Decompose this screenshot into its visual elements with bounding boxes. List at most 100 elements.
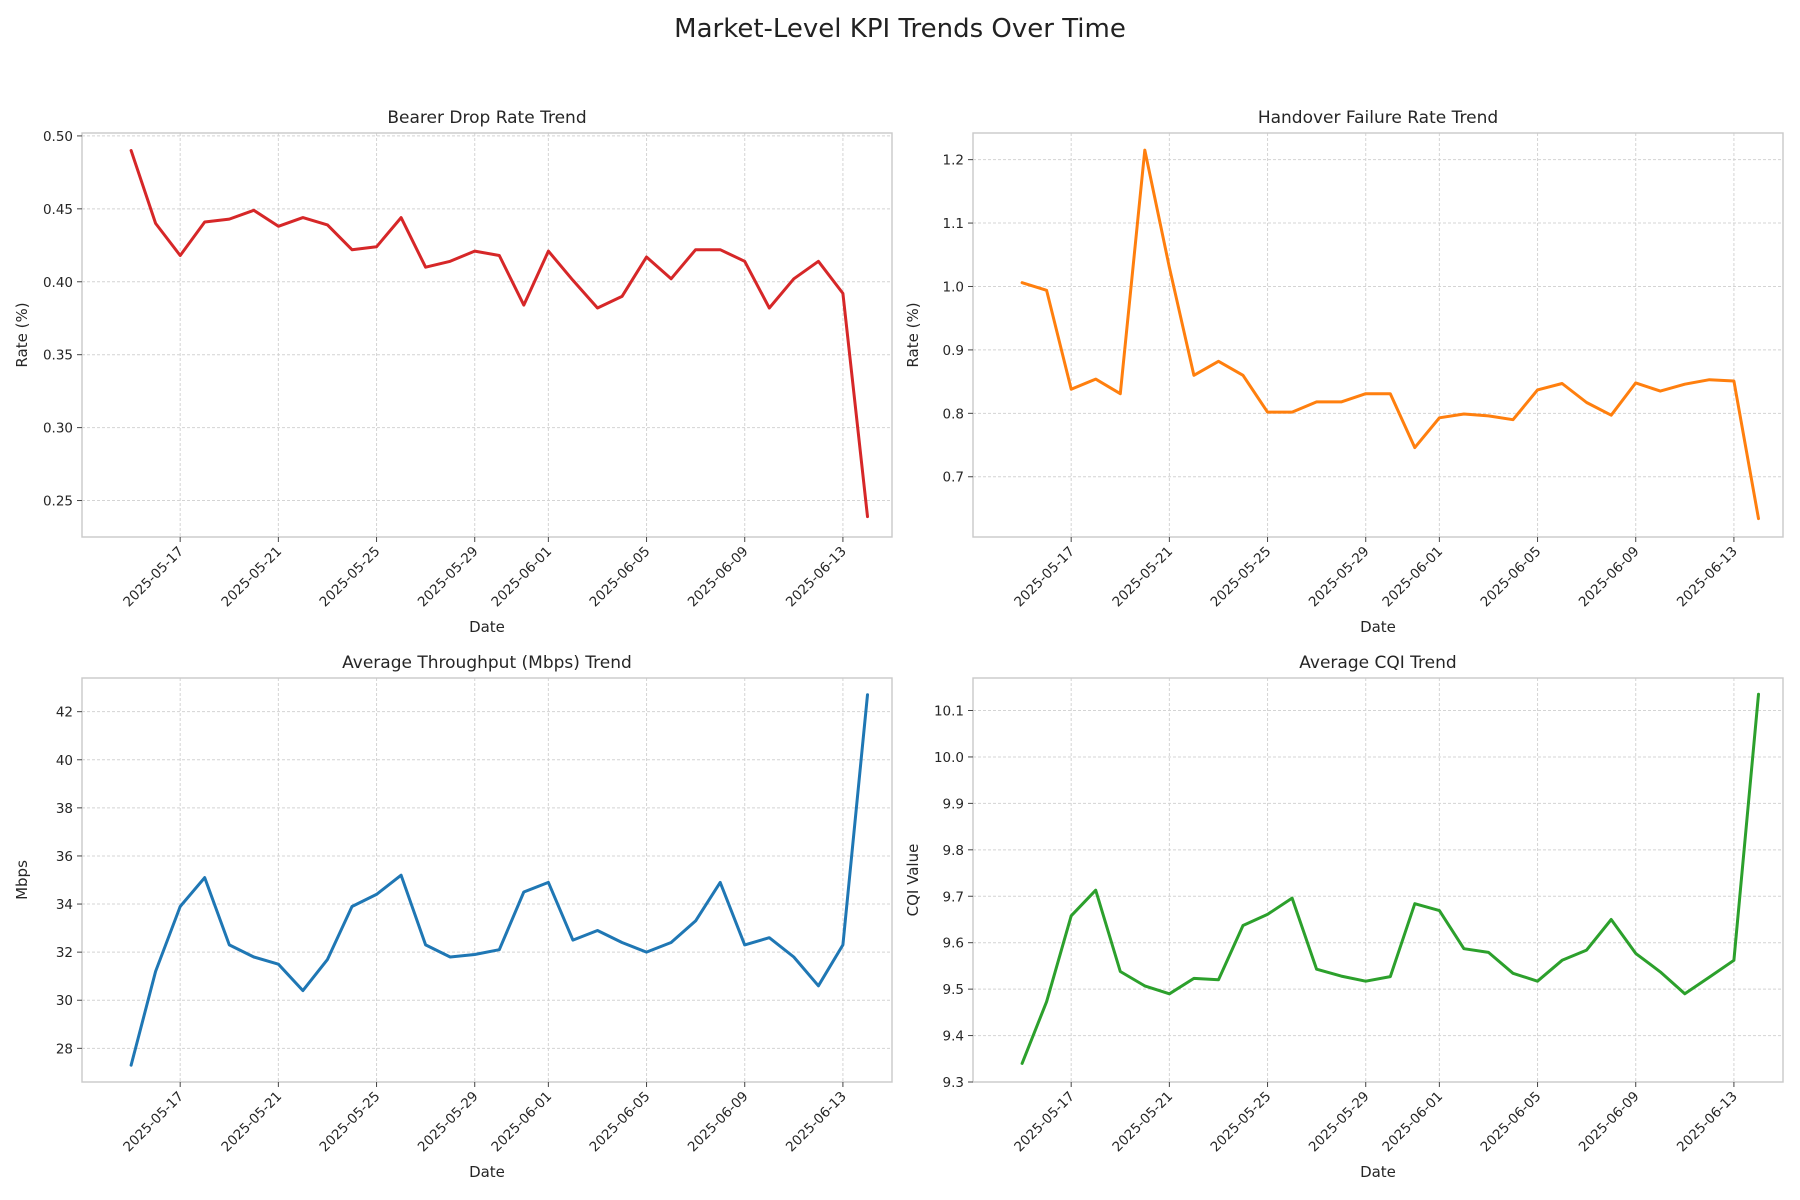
data-point (645, 951, 648, 954)
plot-frame (972, 132, 1784, 538)
x-tick-label: 2025-05-25 (317, 544, 384, 611)
y-tick-label: 9.7 (943, 889, 964, 905)
data-point (449, 956, 452, 959)
data-point (1192, 977, 1195, 980)
data-point (866, 515, 869, 518)
x-tick-label: 2025-06-05 (1478, 1089, 1545, 1156)
data-point (498, 254, 501, 257)
subplot-2: 0.7 0.8 0.9 1.0 1.1 1.2 2025-05-17 2025-05-21 20… (904, 108, 1784, 636)
data-point (301, 216, 304, 219)
data-point (596, 929, 599, 932)
data-point (1217, 360, 1220, 363)
x-tick-label: 2025-05-29 (1306, 1089, 1373, 1156)
x-tick-label: 2025-06-01 (488, 1089, 555, 1156)
x-tick-label: 2025-06-05 (1478, 544, 1545, 611)
data-point (375, 245, 378, 248)
data-point (1389, 392, 1392, 395)
data-point (596, 307, 599, 310)
data-point (1266, 411, 1269, 414)
y-tick-label: 9.8 (943, 843, 964, 859)
y-tick-label: 10.0 (934, 750, 964, 766)
y-tick-label: 9.6 (943, 936, 964, 952)
data-point (1119, 392, 1122, 395)
data-point (1021, 281, 1024, 284)
x-tick-label: 2025-06-13 (1674, 1089, 1741, 1156)
x-tick-label: 2025-06-09 (685, 544, 752, 611)
data-point (498, 948, 501, 951)
x-tick-label: 2025-06-13 (1674, 544, 1741, 611)
data-point (130, 149, 133, 152)
data-point (203, 876, 206, 879)
y-tick-label: 28 (56, 1041, 73, 1057)
x-tick-label: 2025-05-17 (120, 1089, 187, 1156)
data-point (1634, 381, 1637, 384)
data-point (645, 256, 648, 259)
data-point (400, 216, 403, 219)
x-tick-label: 2025-05-29 (415, 544, 482, 611)
x-tick-label: 2025-05-21 (1109, 1089, 1176, 1156)
data-point (1242, 924, 1245, 927)
data-point (1561, 382, 1564, 385)
x-axis-label: Date (469, 618, 505, 636)
data-point (326, 958, 329, 961)
data-point (179, 905, 182, 908)
y-tick-label: 40 (56, 753, 73, 769)
data-point (351, 905, 354, 908)
data-point (1413, 446, 1416, 449)
data-point (719, 248, 722, 251)
data-point (1659, 390, 1662, 393)
x-axis-label: Date (1360, 1163, 1396, 1181)
series-line (1020, 148, 1760, 521)
data-point (1512, 972, 1515, 975)
y-tick-label: 0.7 (943, 470, 964, 486)
data-point (694, 919, 697, 922)
data-point (621, 295, 624, 298)
data-point (1732, 959, 1735, 962)
y-tick-label: 0.9 (943, 343, 964, 359)
data-point (1045, 1000, 1048, 1003)
y-axis-label: Rate (%) (13, 302, 31, 367)
y-tick-label: 30 (56, 993, 73, 1009)
y-axis-label: Rate (%) (904, 302, 922, 367)
x-tick-label: 2025-06-05 (587, 1089, 654, 1156)
data-point (1389, 975, 1392, 978)
data-point (1192, 374, 1195, 377)
data-point (841, 292, 844, 295)
data-point (817, 984, 820, 987)
data-point (154, 222, 157, 225)
y-tick-label: 0.45 (43, 202, 73, 218)
data-point (228, 943, 231, 946)
data-point (571, 279, 574, 282)
x-tick-label: 2025-06-13 (783, 1089, 850, 1156)
y-tick-label: 32 (56, 945, 73, 961)
data-point (792, 277, 795, 280)
data-point (1634, 952, 1637, 955)
data-point (1340, 975, 1343, 978)
x-tick-label: 2025-05-25 (1208, 1089, 1275, 1156)
plot-frame (972, 677, 1784, 1083)
data-point (1610, 918, 1613, 921)
y-tick-label: 9.3 (943, 1075, 964, 1091)
data-point (1561, 959, 1564, 962)
x-tick-label: 2025-06-09 (685, 1089, 752, 1156)
data-point (768, 936, 771, 939)
y-tick-label: 38 (56, 801, 73, 817)
x-tick-label: 2025-05-21 (218, 1089, 285, 1156)
series-line (129, 693, 869, 1067)
subplot-4: 9.3 9.4 9.5 9.6 9.7 9.8 9.9 10.0 10.1 2025-05-17 2… (904, 653, 1784, 1181)
data-point (1291, 897, 1294, 900)
data-point (252, 956, 255, 959)
y-tick-label: 0.40 (43, 275, 73, 291)
data-point (1070, 388, 1073, 391)
y-tick-label: 1.0 (943, 279, 964, 295)
y-tick-label: 9.9 (943, 796, 964, 812)
data-point (1045, 289, 1048, 292)
data-point (473, 250, 476, 253)
data-point (1683, 992, 1686, 995)
y-tick-label: 0.35 (43, 348, 73, 364)
data-point (841, 943, 844, 946)
data-point (1168, 992, 1171, 995)
y-tick-label: 9.5 (943, 982, 964, 998)
x-tick-label: 2025-06-09 (1576, 1089, 1643, 1156)
data-point (1119, 970, 1122, 973)
